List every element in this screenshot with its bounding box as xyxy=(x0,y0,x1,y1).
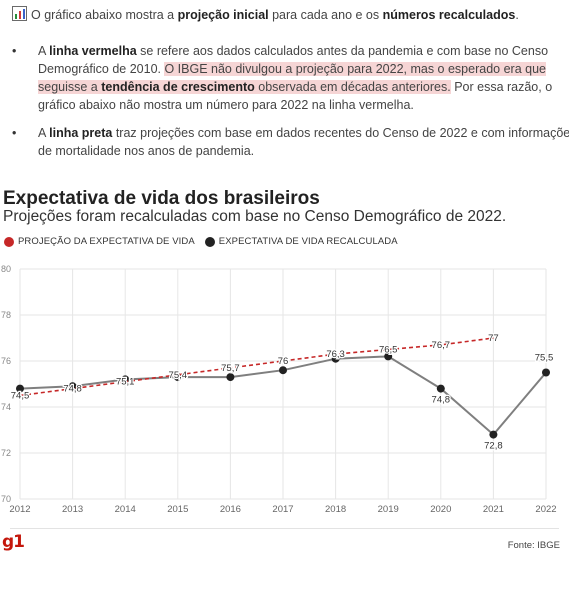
highlight-part-2: observada em décadas anteriores. xyxy=(254,80,451,94)
y-tick-label: 76 xyxy=(1,356,11,366)
data-label-recalculated: 74,8 xyxy=(432,395,451,406)
data-point-recalculated xyxy=(436,384,445,393)
y-tick-label: 80 xyxy=(1,264,11,274)
intro-prefix: O gráfico abaixo mostra a xyxy=(31,8,178,22)
data-label-recalculated: 75,5 xyxy=(535,353,554,364)
chart-title: Expectativa de vida dos brasileiros xyxy=(3,188,320,209)
data-point-recalculated xyxy=(384,352,393,361)
intro-bold-2: números recalculados xyxy=(382,8,516,22)
intro-mid: para cada ano e os xyxy=(268,8,383,22)
x-tick-label: 2021 xyxy=(483,504,504,515)
g1-logo: g1 xyxy=(2,532,25,552)
bullet-text: traz projeções com base em dados recente… xyxy=(38,126,569,158)
data-point-recalculated xyxy=(489,430,498,439)
legend-black-dot-icon xyxy=(204,236,215,247)
data-label-projection: 77 xyxy=(488,333,499,344)
data-label-projection: 75,4 xyxy=(169,370,188,381)
x-tick-label: 2017 xyxy=(272,504,293,515)
line-chart: 70 72 74 76 78 80 2012 2013 2014 2015 2016 2017 2018… xyxy=(1,264,557,515)
intro-text: O gráfico abaixo mostra a projeção inici… xyxy=(12,6,562,24)
bar-chart-icon xyxy=(12,6,27,21)
y-tick-label: 78 xyxy=(1,310,11,320)
chart-subtitle: Projeções foram recalculadas com base no… xyxy=(3,208,507,225)
data-label-projection: 76,7 xyxy=(432,340,451,351)
highlight-part-1: O IBGE não divulgou a projeção para 2022… xyxy=(38,62,546,94)
legend-red-dot-icon xyxy=(4,236,14,247)
bullet-text-2: Por essa razão, o gráfico abaixo não mos… xyxy=(38,80,553,112)
intro-bold-1: projeção inicial xyxy=(177,8,269,22)
highlight-bold: tendência de crescimento xyxy=(101,80,255,94)
x-tick-label: 2014 xyxy=(115,504,136,515)
data-label-projection: 76 xyxy=(278,356,289,367)
bullet-bold: linha preta xyxy=(49,126,113,140)
x-tick-label: 2013 xyxy=(62,504,83,515)
x-tick-label: 2020 xyxy=(430,504,451,515)
bullet-prefix: A xyxy=(38,126,50,140)
footer-divider xyxy=(10,528,559,529)
bullet-bold: linha vermelha xyxy=(49,44,137,58)
x-tick-label: 2016 xyxy=(220,504,241,515)
x-tick-label: 2015 xyxy=(167,504,188,515)
data-point-recalculated xyxy=(226,373,235,382)
data-label-recalculated: 72,8 xyxy=(484,441,503,452)
data-point-recalculated xyxy=(16,384,24,393)
legend-label: EXPECTATIVA DE VIDA RECALCULADA xyxy=(218,236,398,247)
explanation-list: A linha vermelha se refere aos dados cal… xyxy=(12,42,569,170)
data-label-projection: 76,5 xyxy=(379,345,398,356)
data-label-projection: 74,8 xyxy=(63,384,82,395)
data-label-projection: 75,7 xyxy=(221,363,240,374)
source-note: Fonte: IBGE xyxy=(507,540,560,551)
x-tick-label: 2018 xyxy=(325,504,346,515)
bullet-black-line: A linha preta traz projeções com base em… xyxy=(12,124,569,160)
data-label-projection: 76,3 xyxy=(326,349,345,360)
x-tick-label: 2012 xyxy=(9,504,30,515)
bullet-prefix: A xyxy=(38,44,50,58)
data-label-projection: 74,5 xyxy=(11,391,30,402)
y-tick-label: 74 xyxy=(1,402,11,412)
bullet-text: se refere aos dados calculados antes da … xyxy=(38,44,549,76)
x-tick-label: 2019 xyxy=(378,504,399,515)
intro-suffix: . xyxy=(515,8,519,22)
series-line-projection xyxy=(19,337,494,397)
chart-legend: PROJEÇÃO DA EXPECTATIVA DE VIDA EXPECTAT… xyxy=(4,236,408,247)
legend-label: PROJEÇÃO DA EXPECTATIVA DE VIDA xyxy=(18,236,195,247)
legend-item-recalculated: EXPECTATIVA DE VIDA RECALCULADA xyxy=(204,236,398,247)
data-point-recalculated xyxy=(331,354,340,363)
data-point-recalculated xyxy=(279,366,287,375)
data-point-recalculated xyxy=(542,368,550,377)
data-label-projection: 75,1 xyxy=(116,377,135,388)
x-tick-label: 2022 xyxy=(535,504,556,515)
bullet-red-line: A linha vermelha se refere aos dados cal… xyxy=(12,42,569,114)
legend-item-projection: PROJEÇÃO DA EXPECTATIVA DE VIDA xyxy=(4,236,195,247)
y-tick-label: 70 xyxy=(1,494,11,504)
y-tick-label: 72 xyxy=(1,448,11,458)
